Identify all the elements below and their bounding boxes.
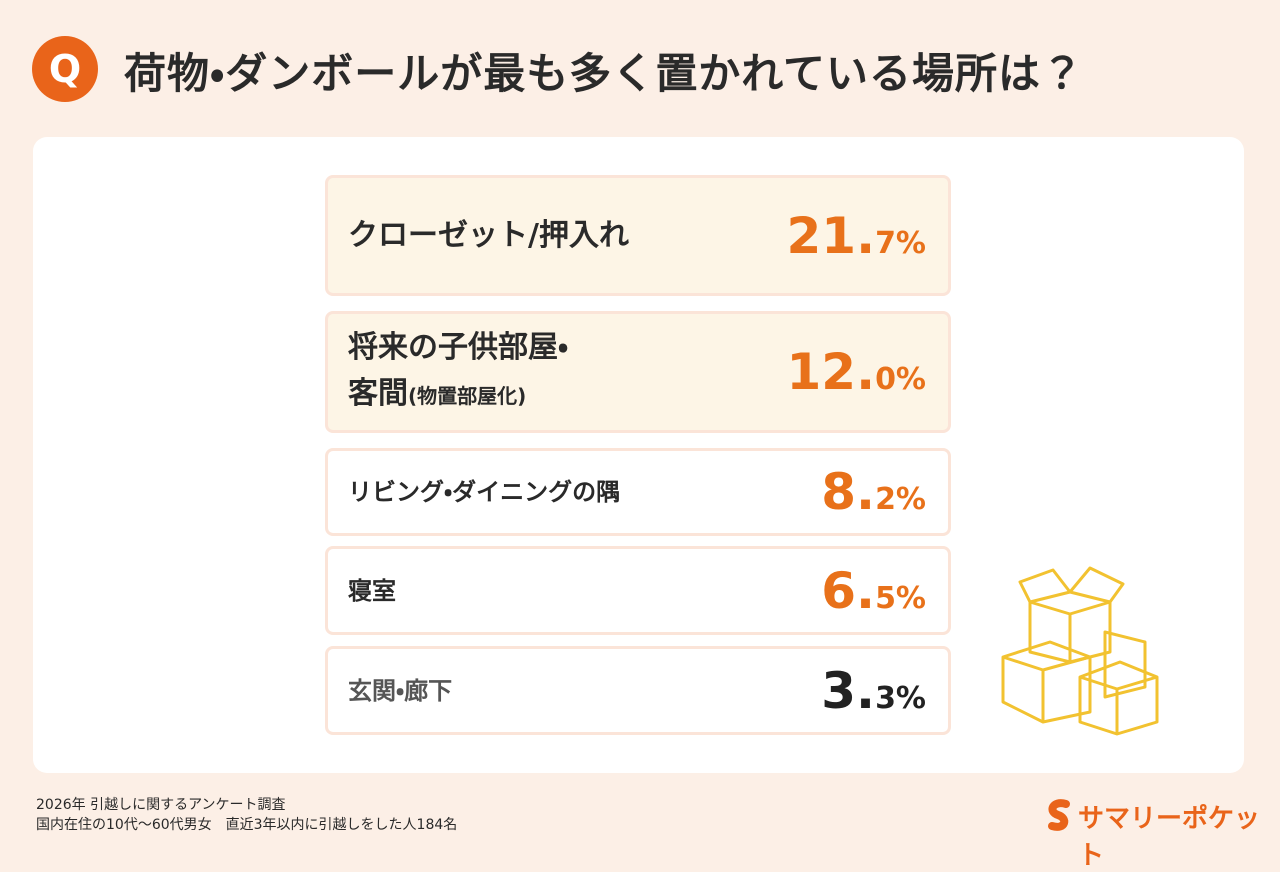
box-illustration: [1001, 566, 1159, 736]
label-note: (物置部屋化): [408, 384, 527, 408]
label-line: 将来の子供部屋・: [348, 330, 569, 365]
label-line: クローゼット/押入れ: [348, 217, 629, 253]
label-line: 寝室: [348, 576, 396, 605]
value-int: 8.: [821, 463, 876, 521]
item-value: 8.2%: [821, 463, 926, 521]
footer-line: 国内在住の10代〜60代男女 直近3年以内に引越しをした人184名: [36, 817, 458, 833]
item-label: クローゼット/押入れ: [348, 213, 629, 259]
item-card: 玄関・廊下 3.3%: [325, 646, 951, 735]
item-label: リビング・ダイニングの隅: [348, 472, 620, 512]
value-int: 12.: [786, 343, 876, 401]
value-int: 6.: [821, 561, 876, 620]
q-badge: Q: [32, 36, 98, 102]
label-line: リビング・ダイニングの隅: [348, 478, 621, 506]
item-label: 将来の子供部屋・ 客間(物置部屋化): [348, 325, 568, 419]
item-value: 6.5%: [821, 562, 926, 620]
brand-logo: [1048, 799, 1070, 831]
value-int: 3.: [821, 661, 876, 720]
title: 荷物・ダンボールが最も多く置かれている場所は？: [124, 49, 1085, 98]
item-label: 寝室: [348, 571, 396, 611]
item-value: 21.7%: [786, 207, 926, 265]
value-int: 21.: [786, 206, 876, 265]
item-card: 寝室 6.5%: [325, 546, 951, 635]
value-dec: 7%: [875, 225, 926, 261]
item-value: 12.0%: [786, 343, 926, 401]
label-line: 客間: [348, 376, 408, 411]
item-label: 玄関・廊下: [348, 671, 452, 711]
item-card: 将来の子供部屋・ 客間(物置部屋化) 12.0%: [325, 311, 951, 433]
value-dec: 0%: [875, 362, 926, 397]
value-dec: 3%: [875, 680, 926, 716]
brand: サマリーポケット: [1078, 804, 1261, 871]
value-dec: 2%: [875, 482, 926, 517]
label-line: 玄関・廊下: [348, 676, 453, 705]
footer-line: 2026年 引越しに関するアンケート調査: [36, 797, 286, 813]
item-value: 3.3%: [821, 662, 926, 720]
value-dec: 5%: [875, 580, 926, 616]
footer-notes: 2026年 引越しに関するアンケート調査国内在住の10代〜60代男女 直近3年以…: [36, 795, 457, 835]
item-card: リビング・ダイニングの隅 8.2%: [325, 448, 951, 536]
item-card: クローゼット/押入れ 21.7%: [325, 175, 951, 296]
